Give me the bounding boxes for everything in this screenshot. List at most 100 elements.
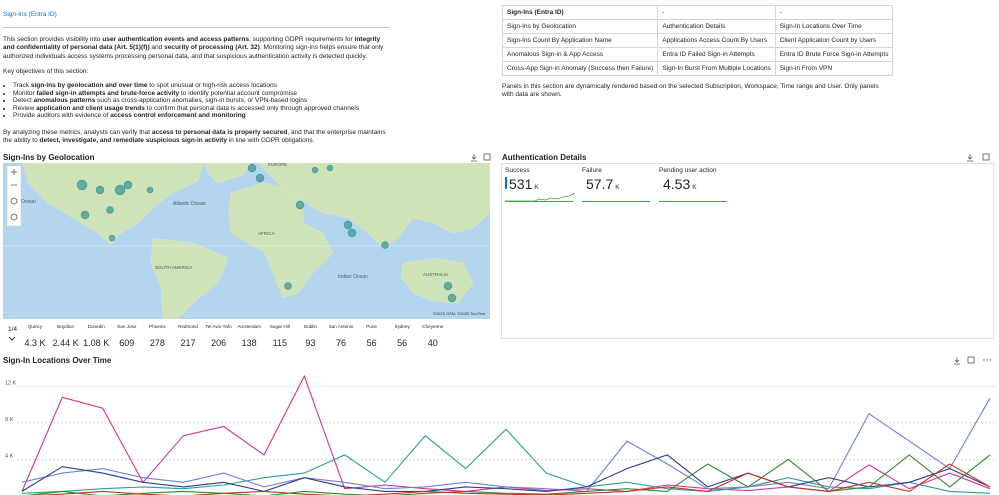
tile-value: 609 — [119, 338, 135, 348]
nav-link[interactable]: Applications Access Count By Users — [657, 33, 776, 48]
kpi: 531 K — [509, 176, 539, 192]
text-run: By analyzing these metrics, analysts can… — [3, 129, 152, 136]
map[interactable]: Ocean Atlantic Ocean EUROPE SOUTH AMERICA AF… — [3, 163, 490, 319]
text-run: in line with GDPR obligations. — [226, 137, 315, 145]
tile-name: Quincy — [27, 324, 43, 329]
y-tick-label: 8 K — [5, 417, 14, 423]
tile-name: Sugar Hill — [269, 324, 290, 329]
tile-name: Redmond — [178, 324, 198, 329]
tile-value: 206 — [211, 338, 227, 348]
nav-link[interactable]: Entra ID Failed Sign-in Attempts — [657, 47, 776, 62]
text-run: to spot unusual or high-risk access loca… — [147, 82, 277, 89]
map-label: EUROPE — [268, 163, 287, 167]
auth-frame — [501, 163, 994, 339]
objective: Provide auditors with evidence of access… — [13, 112, 403, 120]
panel-title: Authentication Details — [502, 153, 587, 162]
objective: Detect anomalous patterns such as cross-… — [13, 97, 403, 105]
panel-actions[interactable] — [966, 153, 994, 163]
tile-name: Pune — [366, 324, 377, 329]
nav-link[interactable]: Authentication Details — [657, 19, 776, 34]
nav-link[interactable]: Anomalous Sign-in & App Access — [501, 47, 659, 62]
series-line — [21, 397, 991, 492]
tile-value: 40 — [427, 338, 438, 348]
y-tick-label: 4 K — [5, 453, 14, 459]
zoom-controls[interactable] — [6, 165, 22, 227]
tile-value: 278 — [149, 338, 165, 348]
bold-text: detect, investigate, and remediate suspi… — [39, 137, 227, 145]
tile-name: Cheyenne — [422, 324, 444, 329]
pager[interactable]: 1/4 — [8, 326, 18, 333]
kpi: 4.53 K — [663, 176, 697, 192]
text-run: such as cross-application anomalies, sig… — [95, 97, 308, 105]
note: Panels in this section are dynamically r… — [502, 83, 879, 99]
tile-name: Tel Aviv-Yafo — [205, 324, 232, 329]
nav-link[interactable]: Client Application Count by Users — [774, 33, 894, 48]
kpi-value: 57.7 — [586, 176, 614, 192]
nav-link[interactable]: Entra ID Brute Force Sign-in Attempts — [774, 47, 894, 62]
bold-text: anomalous patterns — [33, 97, 96, 105]
nav-link[interactable]: Sign-Ins by Geolocation — [501, 19, 659, 34]
objective: Track sign-ins by geolocation and over t… — [13, 82, 403, 90]
pager-chevron[interactable] — [8, 336, 16, 342]
nav-link[interactable]: Sign-in From VPN — [774, 61, 894, 76]
nav-table: Sign-Ins (Entra ID) - - Sign-Ins by Geoloca… — [501, 5, 894, 76]
tile-value: 1.08 K — [83, 338, 110, 348]
kpi-unit: K — [615, 184, 620, 191]
bold-text: sign-ins by geolocation and over time — [30, 82, 148, 89]
text-run: This section provides visibility into — [3, 36, 103, 43]
kpi-accent — [505, 177, 507, 189]
bold-text: failed sign-in attempts and brute-force … — [36, 89, 180, 97]
closing-paragraph: By analyzing these metrics, analysts can… — [3, 129, 391, 146]
tile-name: Amsterdam — [237, 324, 261, 329]
kpi-label: Failure — [582, 167, 602, 174]
map-label: ©2025 OSM, ©2025 TomTom — [433, 311, 486, 316]
objectives-heading: Key objectives of this section: — [3, 68, 89, 75]
panel-actions[interactable] — [470, 153, 494, 163]
y-tick-label: 12 K — [5, 380, 17, 386]
sparkline-path — [505, 192, 575, 202]
nav-link[interactable]: Sign-In Burst From Multiple Locations — [657, 61, 776, 76]
tile-name: Sydney — [394, 324, 410, 329]
kpi-label: Pending user action — [659, 167, 717, 174]
divider — [3, 27, 390, 28]
map-label: Indian Ocean — [338, 274, 368, 280]
nav-row: Anomalous Sign-in & App Access Entra ID F… — [501, 47, 894, 62]
map-label: SOUTH AMERICA — [155, 265, 192, 270]
intro-paragraph: This section provides visibility into us… — [3, 36, 391, 61]
nav-row: Cross-App Sign-in Anomaly (Success then … — [501, 61, 894, 76]
series-line — [21, 428, 991, 494]
kpi-baseline — [659, 201, 727, 202]
tile-name: Dublin — [303, 324, 317, 329]
nav-link[interactable]: Sign-Ins Count By Application Name — [501, 33, 659, 48]
text-run: Monitor — [13, 89, 37, 97]
kpi-baseline — [505, 201, 573, 202]
kpi-baseline — [582, 201, 650, 202]
text-run: and — [149, 44, 165, 52]
tile-value: 76 — [335, 338, 346, 348]
tile-name: Dunedin — [87, 324, 105, 329]
chart-actions[interactable] — [954, 356, 991, 365]
tile-name: San Antonio — [328, 324, 354, 329]
map-label: Atlantic Ocean — [173, 201, 206, 207]
bold-text: application and client usage trends — [36, 104, 145, 112]
nav-link[interactable]: Cross-App Sign-in Anomaly (Success then … — [501, 61, 659, 76]
tile-name: San Jose — [117, 324, 137, 329]
text-run: Track — [13, 82, 31, 89]
nav-header-cell: - — [657, 5, 776, 20]
kpi-unit: K — [534, 184, 539, 191]
text-run: . Monitoring sign-ins helps ensure that … — [3, 44, 384, 60]
series-line — [32, 463, 991, 495]
chart-title: Sign-In Locations Over Time — [3, 356, 112, 365]
map-label: Ocean — [21, 199, 36, 205]
bold-text: security of processing (Art. 32) — [164, 44, 260, 52]
text-run: to identify potential account compromise — [179, 89, 297, 97]
nav-row: Sign-Ins Count By Application Name Applic… — [501, 33, 894, 48]
panel-title: Sign-Ins by Geolocation — [3, 153, 95, 162]
section-title: Sign-Ins (Entra ID) — [3, 11, 57, 18]
kpi: 57.7 K — [586, 176, 620, 192]
nav-link[interactable]: Sign-In Locations Over Time — [774, 19, 894, 34]
line-chart: Sign-In Locations Over Time 4 K 8 K 12 K — [3, 356, 995, 495]
kpi-unit: K — [692, 184, 697, 191]
text-run: to confirm that personal data is accesse… — [144, 104, 360, 112]
